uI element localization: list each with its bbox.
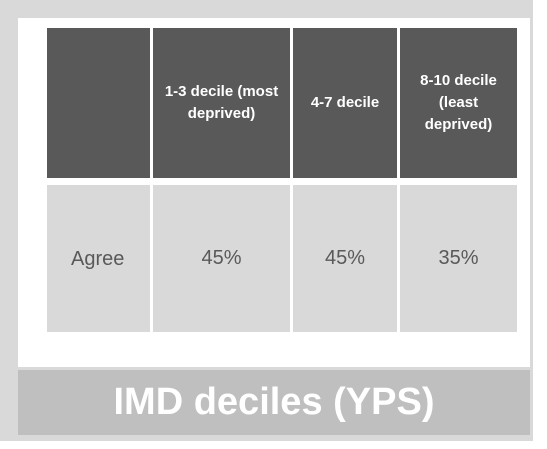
- table-cell: 45%: [153, 185, 290, 332]
- column-header: 4-7 decile: [293, 28, 397, 178]
- row-label: Agree: [47, 185, 150, 332]
- column-header: 8-10 decile (least deprived): [400, 28, 517, 178]
- table-cell: 35%: [400, 185, 517, 332]
- column-header: 1-3 decile (most deprived): [153, 28, 290, 178]
- header-corner: [47, 28, 150, 178]
- table-cell: 45%: [293, 185, 397, 332]
- footer-title: IMD deciles (YPS): [18, 370, 530, 435]
